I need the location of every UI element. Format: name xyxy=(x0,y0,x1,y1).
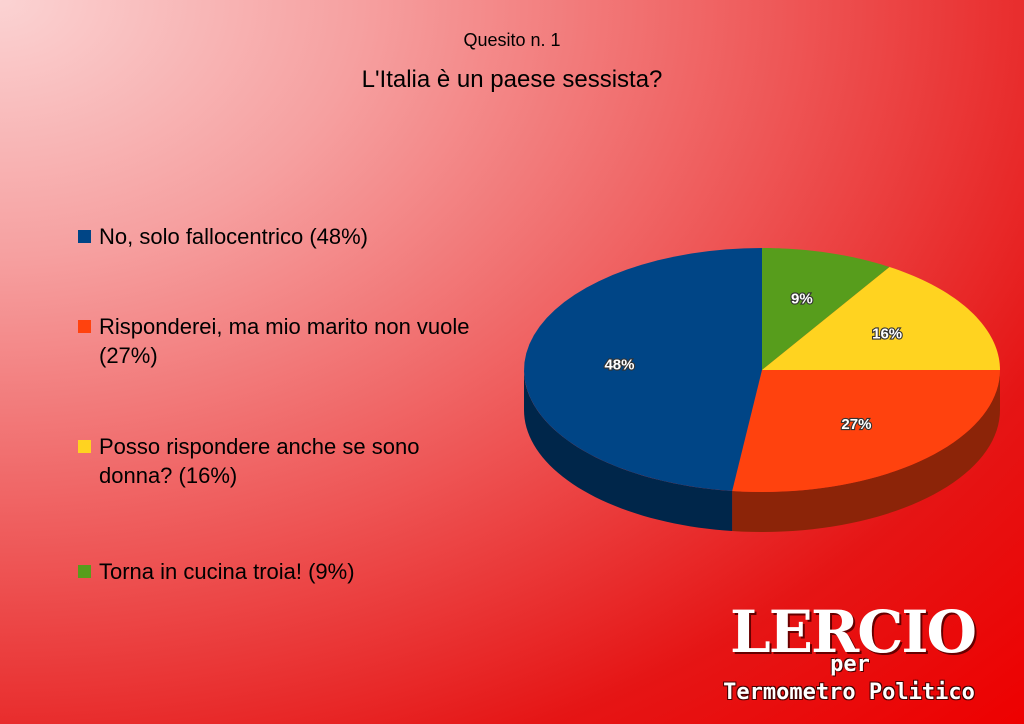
data-label: 48% xyxy=(604,356,634,373)
legend-item: Posso rispondere anche se sono donna? (1… xyxy=(78,432,498,490)
data-label: 16% xyxy=(872,326,902,343)
legend-item: Torna in cucina troia! (9%) xyxy=(78,557,498,586)
title: L'Italia è un paese sessista? xyxy=(361,66,663,93)
logo-partner: Termometro Politico xyxy=(723,680,975,705)
subtitle: Quesito n. 1 xyxy=(463,30,561,50)
pie-slice xyxy=(732,370,1000,492)
legend-swatch xyxy=(78,565,91,578)
pie-slice xyxy=(524,248,762,492)
pie-side xyxy=(524,370,733,532)
legend-label: Risponderei, ma mio marito non vuole (27… xyxy=(99,314,470,368)
data-label: 27% xyxy=(841,416,871,433)
legend-item: No, solo fallocentrico (48%) xyxy=(78,222,498,251)
legend-swatch xyxy=(78,440,91,453)
logo-per: per xyxy=(830,652,870,677)
legend-swatch xyxy=(78,320,91,333)
legend-item: Risponderei, ma mio marito non vuole (27… xyxy=(78,312,498,370)
legend-label: No, solo fallocentrico (48%) xyxy=(99,224,369,249)
legend-label: Posso rispondere anche se sono donna? (1… xyxy=(99,434,420,488)
data-label: 9% xyxy=(791,291,813,308)
pie-slice xyxy=(762,248,890,370)
legend-label: Torna in cucina troia! (9%) xyxy=(99,559,355,584)
legend-swatch xyxy=(78,230,91,243)
logo-name: LERCIO xyxy=(730,598,977,666)
pie-side xyxy=(732,370,1000,532)
pie-slice xyxy=(762,266,1000,370)
